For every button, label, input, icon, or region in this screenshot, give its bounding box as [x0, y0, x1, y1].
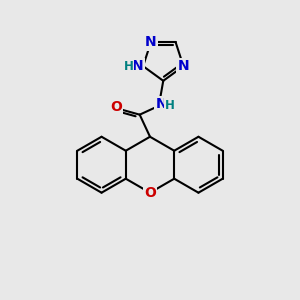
Text: N: N — [145, 35, 157, 50]
Text: N: N — [155, 98, 167, 111]
Text: H: H — [165, 99, 175, 112]
Text: O: O — [144, 186, 156, 200]
Text: N: N — [178, 59, 189, 73]
Text: N: N — [132, 59, 144, 73]
Text: H: H — [124, 60, 134, 73]
Text: O: O — [110, 100, 122, 114]
